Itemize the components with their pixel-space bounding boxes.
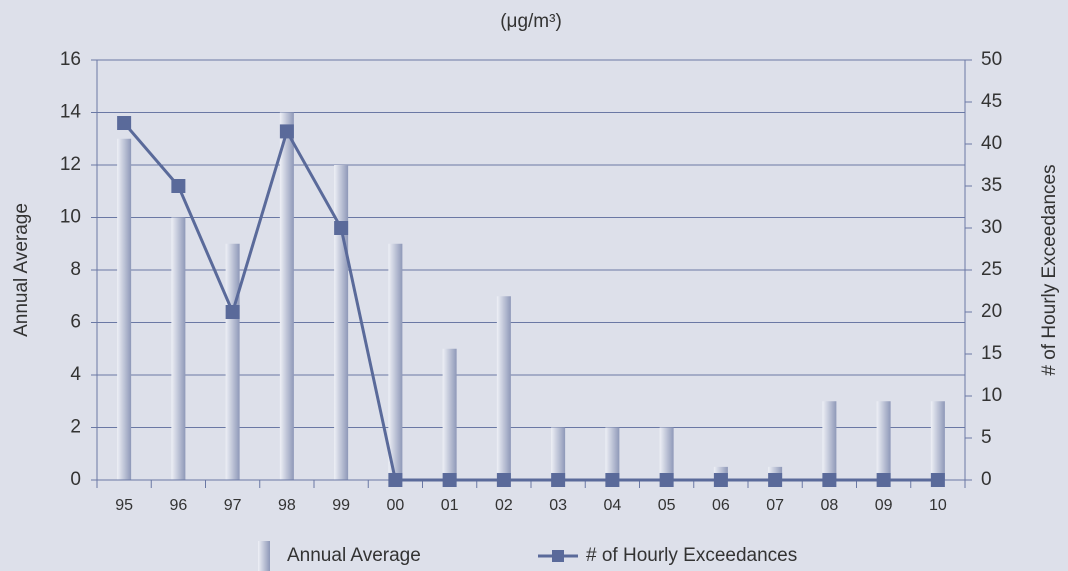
- y-tick-label: 8: [70, 259, 81, 280]
- bar: [279, 112, 294, 480]
- y2-tick-label: 0: [981, 469, 992, 490]
- y-tick-label: 16: [60, 49, 81, 70]
- marker: [225, 305, 240, 319]
- bar: [496, 296, 511, 480]
- marker: [334, 221, 349, 235]
- x-tick-label: 98: [278, 497, 296, 514]
- x-tick-label: 97: [224, 497, 242, 514]
- legend-label: # of Hourly Exceedances: [586, 545, 797, 566]
- y-tick-label: 6: [70, 312, 81, 333]
- marker: [496, 473, 511, 487]
- x-tick-label: 08: [820, 497, 838, 514]
- y2-tick-label: 35: [981, 175, 1002, 196]
- y2-tick-label: 5: [981, 427, 992, 448]
- bar: [225, 243, 240, 480]
- marker: [659, 473, 674, 487]
- y-tick-label: 4: [70, 364, 81, 385]
- x-tick-label: 00: [386, 497, 404, 514]
- y-tick-label: 0: [70, 469, 81, 490]
- x-tick-label: 03: [549, 497, 567, 514]
- y2-tick-label: 10: [981, 385, 1002, 406]
- y-tick-label: 2: [70, 417, 81, 438]
- legend-swatch-bar: [258, 541, 270, 571]
- x-tick-label: 95: [115, 497, 133, 514]
- x-tick-label: 09: [875, 497, 893, 514]
- x-tick-label: 06: [712, 497, 730, 514]
- marker: [442, 473, 457, 487]
- y2-tick-label: 20: [981, 301, 1002, 322]
- bar: [876, 401, 891, 480]
- y-tick-label: 14: [60, 102, 82, 123]
- y2-tick-label: 25: [981, 259, 1002, 280]
- x-tick-label: 99: [332, 497, 350, 514]
- x-tick-label: 96: [169, 497, 187, 514]
- marker: [117, 116, 132, 130]
- y2-tick-label: 45: [981, 91, 1002, 112]
- marker: [605, 473, 620, 487]
- marker: [279, 124, 294, 139]
- legend-swatch-marker: [552, 550, 564, 562]
- bar: [117, 138, 132, 480]
- y2-tick-label: 50: [981, 49, 1002, 70]
- y2-tick-label: 15: [981, 343, 1002, 364]
- x-tick-label: 07: [766, 497, 784, 514]
- marker: [713, 473, 728, 487]
- legend-label: Annual Average: [287, 545, 421, 566]
- marker: [551, 473, 566, 487]
- marker: [930, 473, 945, 487]
- bar: [930, 401, 945, 480]
- y2-tick-label: 40: [981, 133, 1002, 154]
- x-tick-label: 05: [658, 497, 676, 514]
- line: [122, 122, 938, 482]
- marker: [822, 473, 837, 487]
- y2-tick-label: 30: [981, 217, 1002, 238]
- y2-axis-label: # of Hourly Exceedances: [1039, 164, 1060, 375]
- bar: [605, 427, 620, 480]
- x-tick-label: 02: [495, 497, 513, 514]
- bar: [171, 217, 186, 480]
- bar: [442, 348, 457, 480]
- y-tick-label: 12: [60, 154, 81, 175]
- bar: [822, 401, 837, 480]
- chart-title: (μg/m³): [500, 11, 562, 32]
- x-tick-label: 04: [603, 497, 621, 514]
- bar: [334, 165, 349, 480]
- x-tick-label: 10: [929, 497, 947, 514]
- x-tick-label: 01: [441, 497, 459, 514]
- bar: [388, 243, 403, 480]
- marker: [876, 473, 891, 487]
- marker: [388, 473, 403, 487]
- marker: [171, 179, 186, 193]
- y-axis-label: Annual Average: [11, 203, 32, 337]
- bar: [659, 427, 674, 480]
- bar: [551, 427, 566, 480]
- y-tick-label: 10: [60, 207, 81, 228]
- marker: [768, 473, 783, 487]
